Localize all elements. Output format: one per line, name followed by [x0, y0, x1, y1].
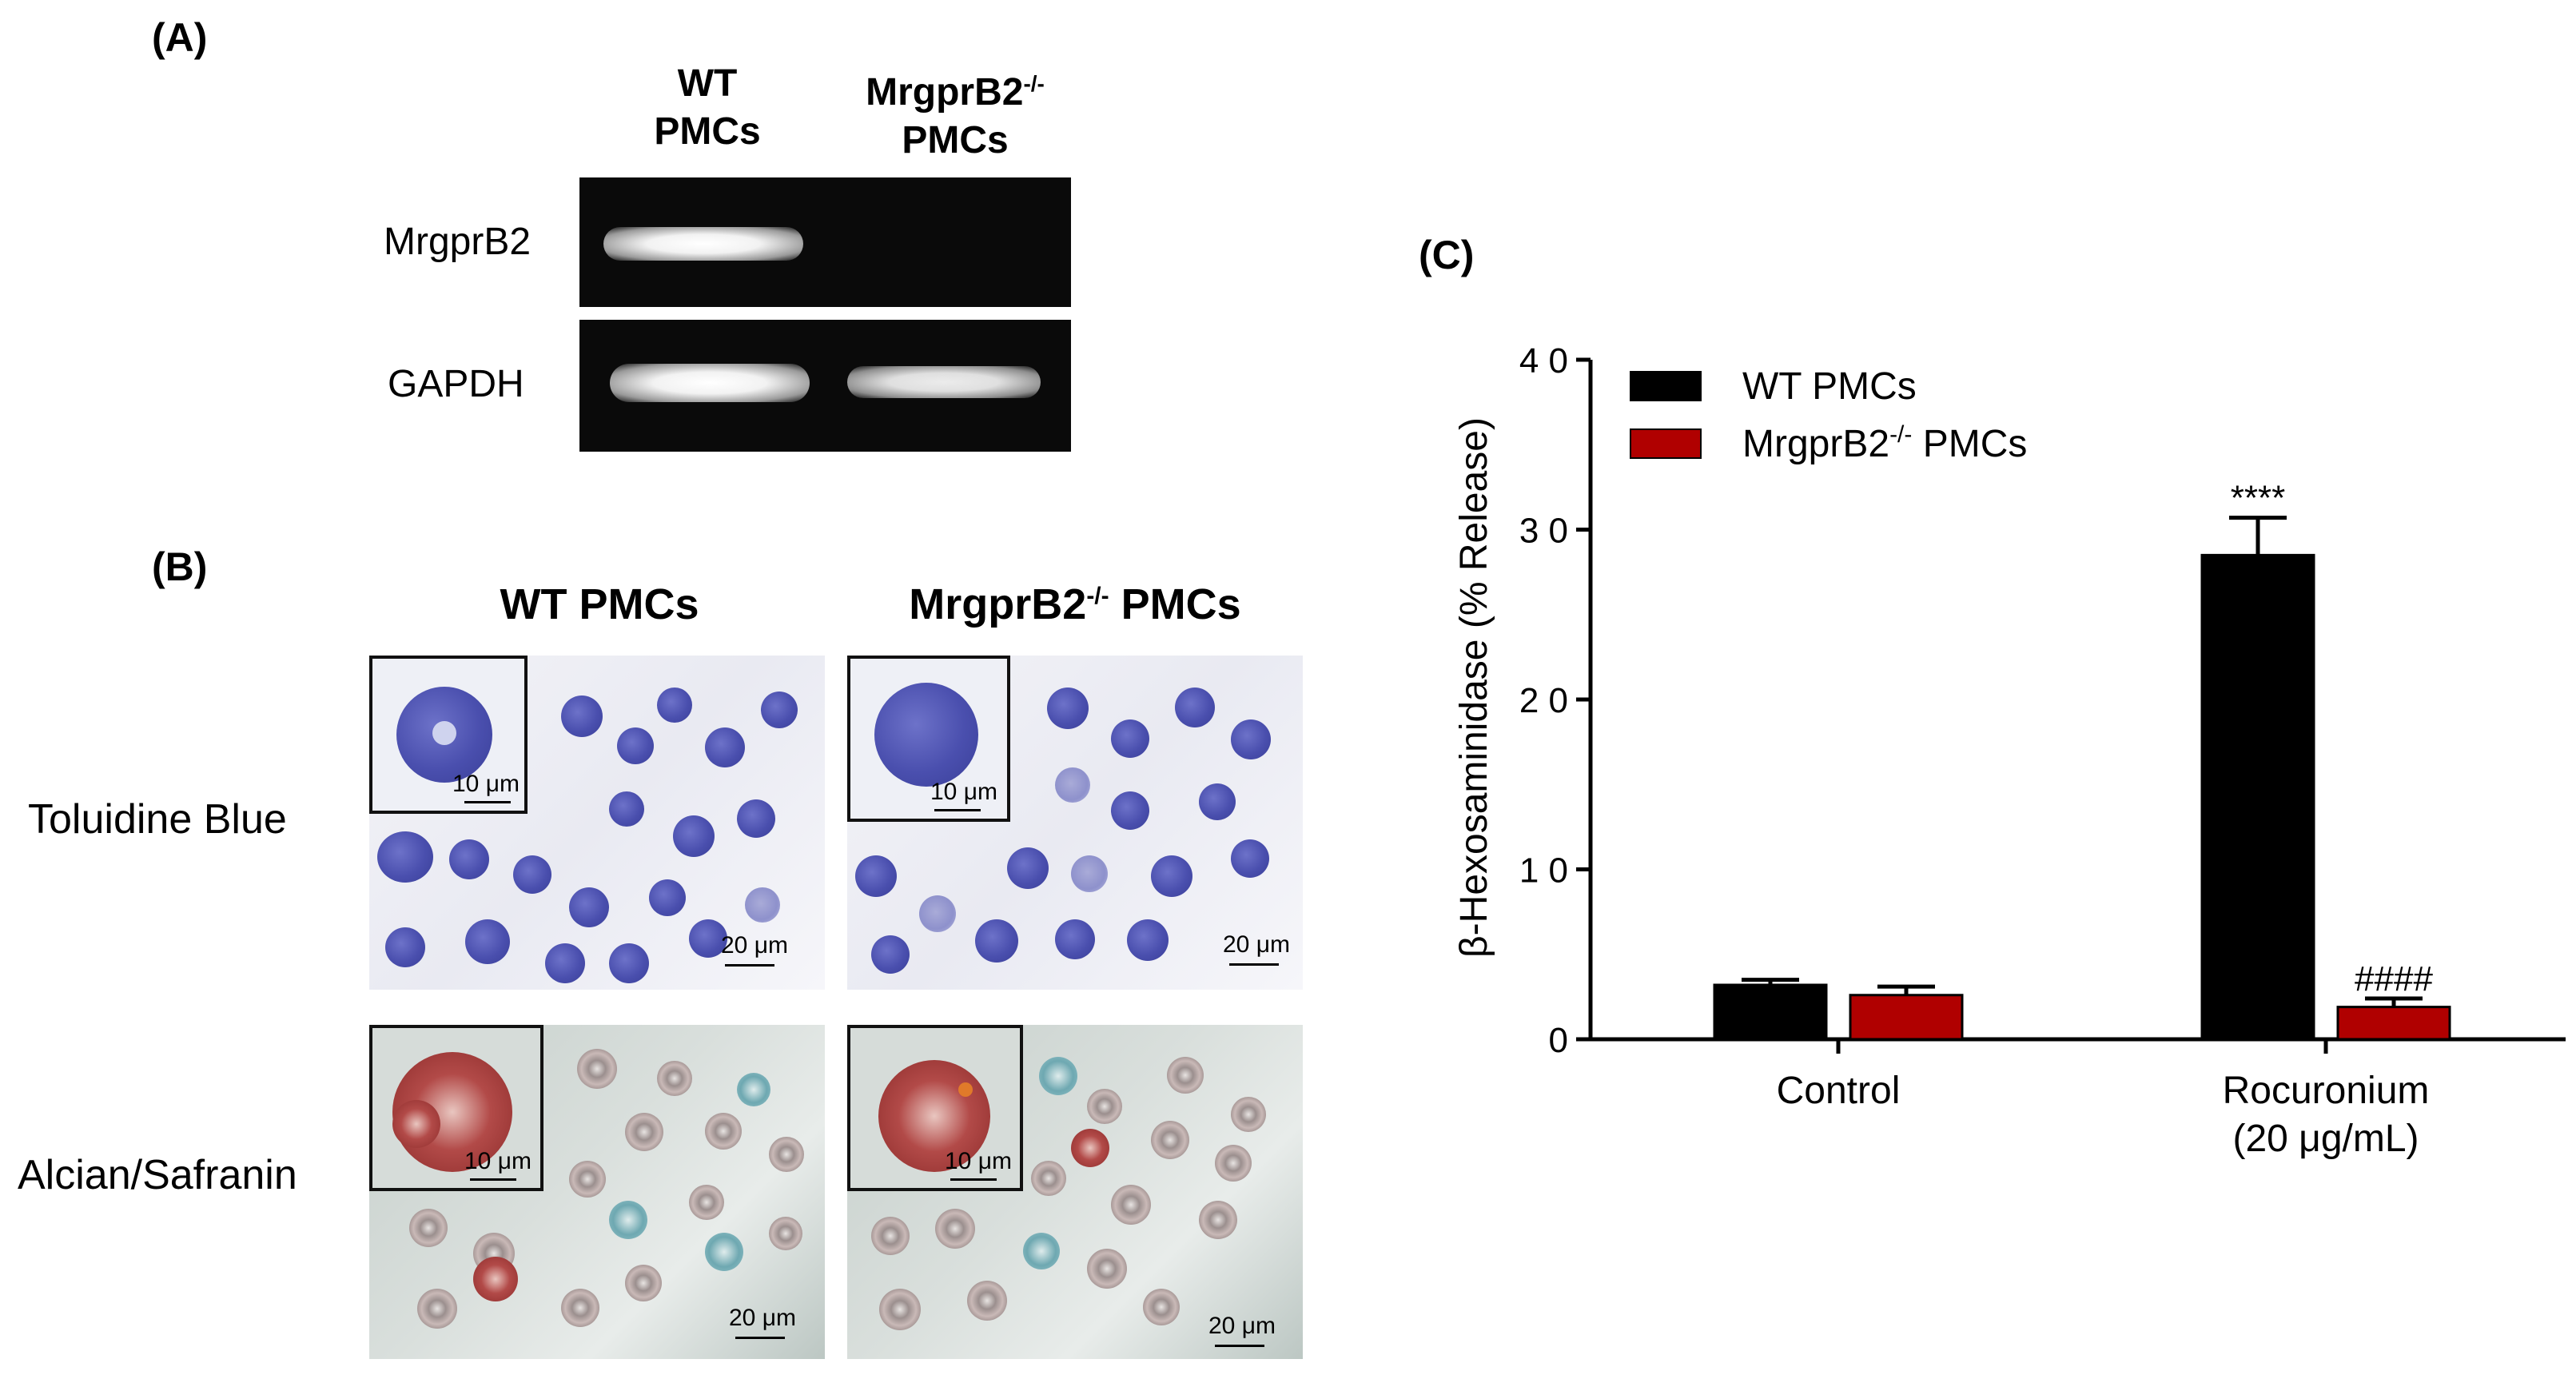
scale-label-alcian-wt: 20 μm [729, 1305, 796, 1331]
micro-header-ko-suffix: PMCs [1109, 580, 1241, 628]
inset-scale-label-toluidine-ko: 10 μm [930, 779, 997, 805]
gel-header-ko-line1: MrgprB2-/- [823, 60, 1087, 117]
panel-b-label: (B) [152, 544, 208, 589]
legend-swatch [1630, 371, 1702, 401]
y-tick-label: 4 0 [1519, 341, 1568, 381]
gel-header-ko-gene: MrgprB2 [866, 71, 1024, 114]
inset-toluidine-ko: 10 μm [847, 656, 1010, 822]
inset-scale-bar-alcian-ko [950, 1178, 997, 1181]
gel-header-ko-sup: -/- [1023, 71, 1045, 96]
bar [2336, 1006, 2451, 1041]
micro-row-label-alcian: Alcian/Safranin [18, 1152, 297, 1198]
gel-image-gapdh [579, 320, 1071, 452]
micrograph-alcian-ko: 10 μm 20 μm [847, 1025, 1303, 1359]
inset-alcian-ko: 10 μm [847, 1025, 1023, 1191]
micro-row-label-toluidine: Toluidine Blue [28, 796, 287, 843]
inset-scale-label-toluidine-wt: 10 μm [452, 771, 520, 797]
x-tick-label: (20 μg/mL) [2232, 1118, 2419, 1160]
scale-bar-alcian-wt [735, 1337, 785, 1339]
bar [2200, 553, 2315, 1041]
inset-toluidine-wt: 10 μm [369, 656, 528, 814]
scale-bar-toluidine-ko [1229, 963, 1279, 966]
y-axis-label: β-Hexosaminidase (% Release) [1453, 417, 1495, 958]
y-tick-label: 1 0 [1519, 851, 1568, 891]
panel-c-label: (C) [1419, 233, 1475, 277]
scale-label-toluidine-ko: 20 μm [1223, 931, 1290, 958]
inset-scale-bar-toluidine-ko [934, 809, 981, 811]
y-tick-label: 3 0 [1519, 512, 1568, 551]
band-gapdh-ko [847, 366, 1041, 398]
legend-label: MrgprB2-/- PMCs [1742, 421, 2027, 465]
scale-label-toluidine-wt: 20 μm [721, 932, 788, 959]
y-tick-label: 2 0 [1519, 681, 1568, 720]
gel-header-wt-line1: WT [677, 62, 738, 105]
legend-swatch [1630, 428, 1702, 459]
band-gapdh-wt [610, 364, 810, 402]
panel-a-label: (A) [152, 15, 208, 60]
scale-label-alcian-ko: 20 μm [1208, 1313, 1276, 1339]
micro-header-ko-gene: MrgprB2 [909, 580, 1087, 628]
gel-header-wt: WT PMCs [615, 60, 799, 156]
scale-bar-alcian-ko [1215, 1345, 1264, 1347]
legend-label: WT PMCs [1742, 365, 1917, 408]
micro-header-ko-sup: -/- [1086, 583, 1109, 609]
gel-row-label-mrgprb2: MrgprB2 [384, 221, 532, 263]
scale-bar-toluidine-wt [725, 964, 774, 967]
micrograph-toluidine-wt: 10 μm 20 μm [369, 656, 825, 990]
micrograph-alcian-wt: 10 μm 20 μm [369, 1025, 825, 1359]
x-tick-label: Rocuronium [2223, 1070, 2430, 1112]
gel-row-label-gapdh: GAPDH [388, 363, 524, 405]
y-tick-label: 0 [1549, 1021, 1568, 1060]
x-tick-label: Control [1777, 1070, 1901, 1112]
gel-header-ko-line2: PMCs [902, 119, 1009, 161]
inset-scale-bar-alcian-wt [470, 1178, 516, 1181]
bar [1849, 994, 1964, 1041]
bar [1713, 983, 1828, 1041]
inset-scale-label-alcian-ko: 10 μm [945, 1148, 1012, 1174]
micro-header-ko: MrgprB2-/- PMCs [851, 580, 1299, 629]
micrograph-toluidine-ko: 10 μm 20 μm [847, 656, 1303, 990]
micro-header-wt: WT PMCs [500, 580, 699, 628]
inset-scale-label-alcian-wt: 10 μm [464, 1148, 532, 1174]
gel-header-ko: MrgprB2-/- PMCs [823, 60, 1087, 165]
band-mrgprb2-wt [603, 227, 803, 261]
gel-header-wt-line2: PMCs [654, 110, 761, 153]
significance-annotation: #### [2355, 959, 2433, 998]
significance-annotation: **** [2231, 479, 2286, 518]
inset-scale-bar-toluidine-wt [464, 801, 511, 803]
inset-alcian-wt: 10 μm [369, 1025, 543, 1191]
gel-image-mrgprb2 [579, 177, 1071, 307]
